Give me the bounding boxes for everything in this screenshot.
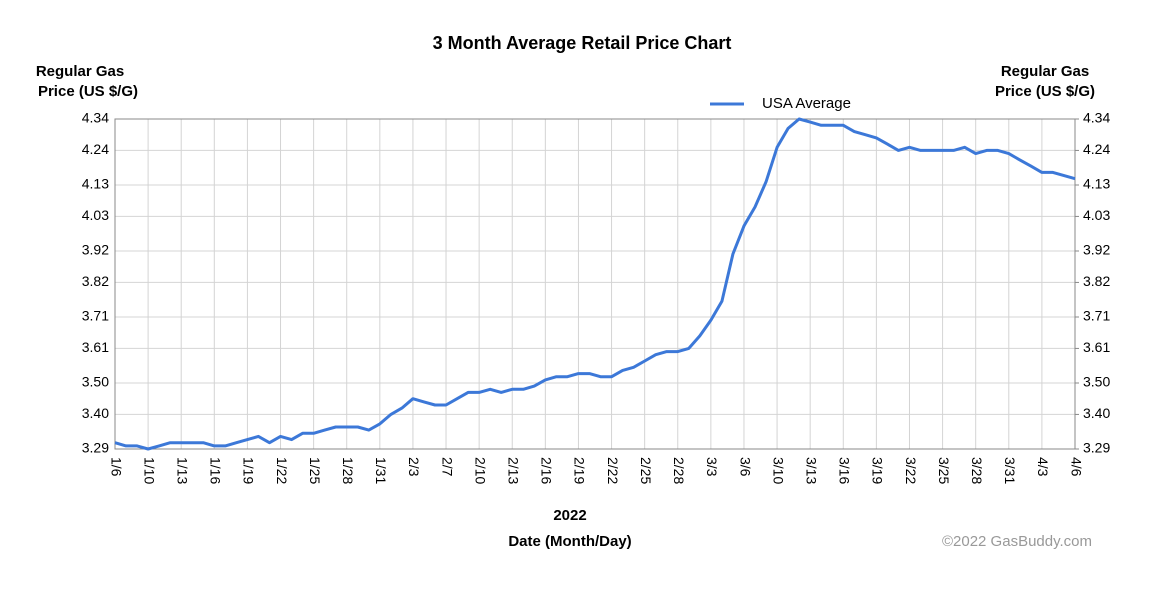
y-tick-label: 4.13 [82, 176, 109, 192]
y-axis-label: Price (US $/G) [38, 83, 138, 100]
y2-axis-label: Price (US $/G) [995, 83, 1095, 100]
x-tick-label: 2/13 [506, 457, 522, 484]
y-tick-label: 3.82 [82, 273, 109, 289]
x-tick-label: 2/16 [539, 457, 555, 484]
x-tick-label: 1/13 [175, 457, 191, 484]
y2-tick-label: 3.29 [1083, 440, 1110, 456]
y2-tick-label: 3.92 [1083, 242, 1110, 258]
y-tick-label: 3.61 [82, 339, 109, 355]
x-tick-label: 2/3 [406, 457, 422, 477]
y-tick-label: 3.29 [82, 440, 109, 456]
x-tick-label: 1/16 [208, 457, 224, 484]
x-tick-label: 3/25 [936, 457, 952, 484]
x-tick-label: 1/22 [274, 457, 290, 484]
x-tick-label: 4/6 [1068, 457, 1084, 477]
y-tick-label: 4.03 [82, 207, 109, 223]
x-tick-label: 1/6 [108, 457, 124, 477]
x-tick-label: 3/13 [803, 457, 819, 484]
y2-axis-label: Regular Gas [1001, 63, 1089, 80]
x-tick-label: 3/10 [770, 457, 786, 484]
x-tick-label: 2/22 [605, 457, 621, 484]
plot-border [114, 118, 1076, 450]
y2-tick-label: 3.71 [1083, 308, 1110, 324]
y-tick-label: 3.92 [82, 242, 109, 258]
x-tick-label: 2/28 [671, 457, 687, 484]
line [114, 117, 1076, 451]
y-tick-label: 3.71 [82, 308, 109, 324]
y2-tick-label: 4.34 [1083, 110, 1110, 126]
x-tick-label: 1/25 [307, 457, 323, 484]
y2-tick-label: 4.24 [1083, 141, 1110, 157]
y2-tick-label: 3.50 [1083, 374, 1110, 390]
y-tick-label: 3.40 [82, 405, 109, 421]
chart-title: 3 Month Average Retail Price Chart [433, 33, 732, 53]
x-axis-label: Date (Month/Day) [508, 533, 631, 550]
x-tick-label: 1/10 [141, 457, 157, 484]
y2-tick-label: 4.13 [1083, 176, 1110, 192]
x-tick-label: 3/31 [1002, 457, 1018, 484]
x-tick-label: 2/19 [572, 457, 588, 484]
y2-tick-label: 3.61 [1083, 339, 1110, 355]
y-tick-label: 4.34 [82, 110, 109, 126]
x-tick-label: 3/6 [737, 457, 753, 477]
x-tick-label: 2/7 [439, 457, 455, 477]
x-tick-label: 3/22 [903, 457, 919, 484]
x-tick-label: 2/10 [472, 457, 488, 484]
x-tick-label: 3/19 [870, 457, 886, 484]
y-tick-label: 3.50 [82, 374, 109, 390]
y-axis-label: Regular Gas [36, 63, 124, 80]
y-tick-label: 4.24 [82, 141, 109, 157]
y2-tick-label: 4.03 [1083, 207, 1110, 223]
y2-tick-label: 3.40 [1083, 405, 1110, 421]
x-axis-label: 2022 [553, 507, 586, 524]
x-tick-label: 4/3 [1035, 457, 1051, 477]
x-tick-label: 3/3 [704, 457, 720, 477]
x-tick-label: 3/16 [837, 457, 853, 484]
x-tick-label: 1/31 [373, 457, 389, 484]
x-tick-label: 1/19 [241, 457, 257, 484]
credit: ©2022 GasBuddy.com [942, 533, 1092, 550]
x-tick-label: 2/25 [638, 457, 654, 484]
x-tick-label: 1/28 [340, 457, 356, 484]
y2-tick-label: 3.82 [1083, 273, 1110, 289]
legend-label: USA Average [762, 95, 851, 112]
x-tick-label: 3/28 [969, 457, 985, 484]
